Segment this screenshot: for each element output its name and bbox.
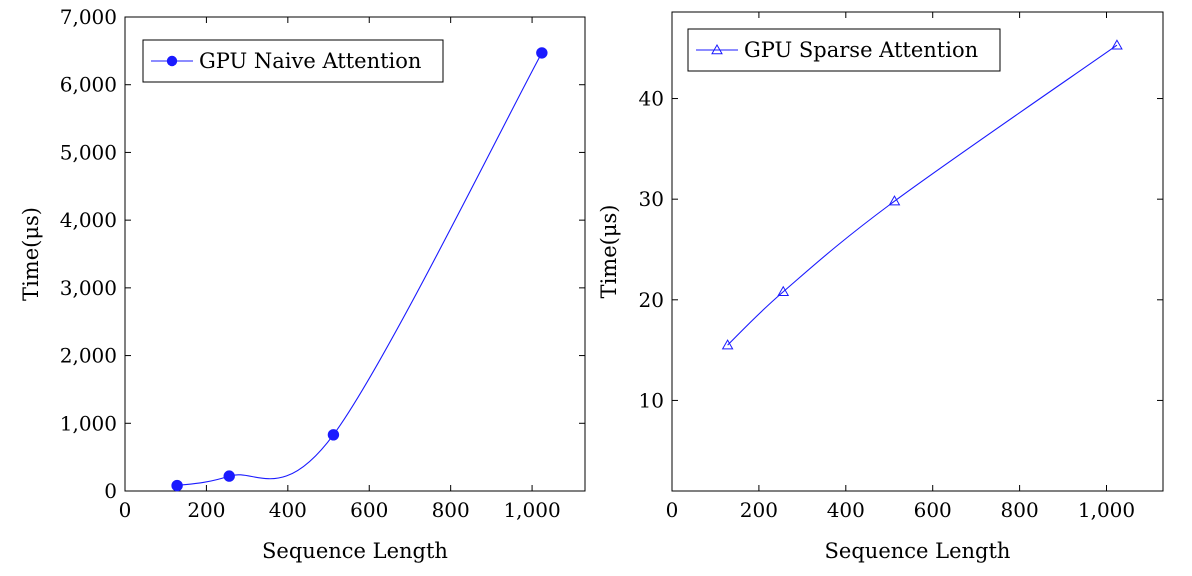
x-tick-label: 400 xyxy=(827,498,865,522)
x-tick-label: 600 xyxy=(914,498,952,522)
y-tick-label: 1,000 xyxy=(60,411,117,435)
y-axis-label: Time(μs) xyxy=(597,205,621,299)
y-tick-label: 10 xyxy=(639,388,664,412)
y-tick-label: 3,000 xyxy=(60,276,117,300)
data-point xyxy=(536,47,548,59)
legend-label: GPU Naive Attention xyxy=(199,49,421,73)
plot-frame xyxy=(124,16,586,492)
y-tick-label: 20 xyxy=(639,288,664,312)
chart-sparse-attention: 0 200 400 600 800 1,000 10 20 30 40 Sequence Lengt… xyxy=(597,11,1164,563)
data-point xyxy=(1111,39,1123,50)
y-tick-label: 0 xyxy=(104,479,117,503)
y-tick-label: 30 xyxy=(639,187,664,211)
y-tick-label: 40 xyxy=(639,87,664,111)
y-tick-label: 4,000 xyxy=(60,208,117,232)
x-tick-label: 200 xyxy=(740,498,778,522)
data-point xyxy=(223,470,235,482)
x-tick-label: 0 xyxy=(119,498,132,522)
data-point xyxy=(888,195,901,206)
data-point xyxy=(721,339,734,350)
chart-naive-attention: 0 200 400 600 800 1,000 0 1,000 2,000 3,000 4,000 5… xyxy=(19,5,586,563)
x-tick-label: 400 xyxy=(269,498,307,522)
y-tick-label: 6,000 xyxy=(60,73,117,97)
y-tick-label: 7,000 xyxy=(60,5,117,29)
x-tick-label: 0 xyxy=(666,498,679,522)
y-tick-label: 5,000 xyxy=(60,140,117,164)
x-tick-label: 800 xyxy=(432,498,470,522)
data-point xyxy=(327,429,340,441)
x-tick-label: 800 xyxy=(1001,498,1039,522)
series-line xyxy=(177,52,543,487)
y-tick-label: 2,000 xyxy=(60,344,117,368)
data-point xyxy=(777,285,790,297)
x-tick-label: 200 xyxy=(187,498,225,522)
y-axis-label: Time(μs) xyxy=(19,207,43,301)
data-point xyxy=(171,479,183,492)
legend-marker xyxy=(166,55,178,67)
legend-marker xyxy=(711,43,723,55)
x-tick-label: 1,000 xyxy=(503,498,560,522)
series-line xyxy=(727,44,1118,346)
plot-frame xyxy=(671,11,1164,492)
x-tick-label: 1,000 xyxy=(1078,498,1135,522)
x-axis-label: Sequence Length xyxy=(825,539,1011,563)
x-axis-label: Sequence Length xyxy=(262,539,448,563)
legend-box xyxy=(687,28,1001,72)
x-tick-label: 600 xyxy=(350,498,388,522)
legend-label: GPU Sparse Attention xyxy=(744,38,978,62)
